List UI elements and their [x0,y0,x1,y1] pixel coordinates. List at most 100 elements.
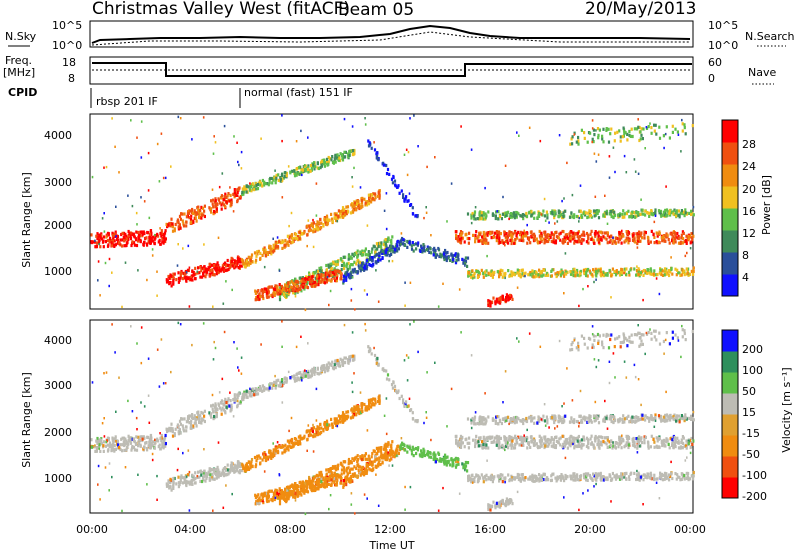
power-echo-cell [365,247,367,250]
power-echo-cell [255,292,257,295]
power-echo-cell [96,245,98,248]
power-echo-cell [624,212,626,215]
velocity-echo-cell [368,407,370,410]
power-echo-cell [312,219,314,221]
velocity-echo-cell [391,440,393,443]
power-echo-cell [165,229,167,232]
velocity-echo-cell [255,463,257,466]
power-echo-cell [246,184,248,187]
velocity-echo-cell [279,487,281,490]
velocity-echo-cell [350,408,352,411]
power-echo-cell [230,194,232,197]
power-echo-cell [653,236,655,239]
power-echo-cell [556,235,558,238]
velocity-echo-cell [341,363,343,366]
power-echo-cell [340,271,342,274]
velocity-echo-cell [259,389,261,392]
power-echo-cell [105,236,107,238]
power-echo-cell [691,238,693,241]
power-echo-cell [459,288,461,290]
power-echo-cell [678,237,680,240]
power-echo-cell [194,267,196,270]
velocity-echo-cell [246,390,248,393]
velocity-echo-cell [321,369,323,372]
power-echo-cell [457,237,459,240]
power-echo-cell [246,190,248,193]
power-echo-cell [146,279,148,281]
cpid-mode-1: rbsp 201 IF [96,95,158,108]
power-echo-cell [327,276,329,278]
velocity-echo-cell [331,361,333,364]
power-echo-cell [685,255,687,257]
power-echo-cell [467,212,469,215]
velocity-echo-cell [172,477,174,480]
power-echo-cell [570,230,572,233]
power-echo-cell [547,274,549,277]
power-echo-cell [287,244,289,247]
power-echo-cell [344,213,346,216]
power-echo-cell [203,116,205,118]
power-ytick-4000: 4000 [44,129,72,142]
power-echo-cell [123,244,125,247]
velocity-echo-cell [353,358,355,361]
velocity-echo-cell [271,387,273,390]
velocity-echo-cell [284,380,286,383]
power-echo-cell [426,212,428,214]
power-echo-cell [532,275,534,278]
power-echo-cell [216,272,218,275]
power-echo-cell [299,231,301,234]
power-echo-cell [527,273,529,276]
power-colorbar-label: Power [dB] [760,175,773,235]
power-echo-cell [504,277,506,279]
power-echo-cell [380,245,382,248]
power-echo-cell [373,141,375,143]
power-echo-cell [364,117,366,119]
velocity-echo-cell [277,450,279,453]
power-echo-cell [203,268,205,270]
power-echo-cell [94,240,96,242]
power-echo-cell [249,182,251,184]
power-echo-cell [353,204,355,207]
power-echo-cell [656,273,658,276]
power-echo-cell [544,198,546,200]
velocity-echo-cell [310,375,312,378]
power-echo-cell [298,166,300,169]
power-echo-cell [402,193,404,196]
power-echo-cell [443,258,445,261]
power-echo-cell [275,245,277,248]
power-echo-cell [683,123,685,126]
velocity-echo-cell [330,418,332,421]
velocity-echo-cell [286,499,288,502]
power-echo-cell [430,251,432,254]
velocity-echo-cell [306,429,308,432]
power-echo-cell [352,276,354,278]
power-echo-cell [537,273,539,276]
velocity-echo-cell [200,474,202,477]
velocity-echo-cell [325,468,327,471]
velocity-echo-cell [292,445,294,448]
velocity-echo-cell [352,414,354,417]
power-echo-cell [377,195,379,198]
power-echo-cell [103,235,105,238]
velocity-echo-cell [170,423,172,426]
power-echo-cell [676,232,678,235]
power-echo-cell [531,269,533,272]
velocity-echo-cell [354,457,356,460]
power-echo-cell [688,237,690,240]
velocity-echo-cell [388,443,390,446]
power-echo-cell [481,241,483,244]
power-echo-cell [686,267,688,270]
velocity-echo-cell [331,471,333,474]
power-echo-cell [374,148,376,151]
power-echo-cell [565,233,567,236]
power-echo-cell [335,263,337,266]
power-echo-cell [334,154,336,157]
power-echo-cell [681,119,683,121]
power-echo-cell [367,139,369,142]
velocity-echo-cell [242,464,244,467]
power-echo-cell [159,232,161,235]
velocity-echo-cell [312,435,314,438]
power-echo-cell [237,262,239,265]
power-echo-cell [237,161,239,163]
power-echo-cell [481,269,483,272]
